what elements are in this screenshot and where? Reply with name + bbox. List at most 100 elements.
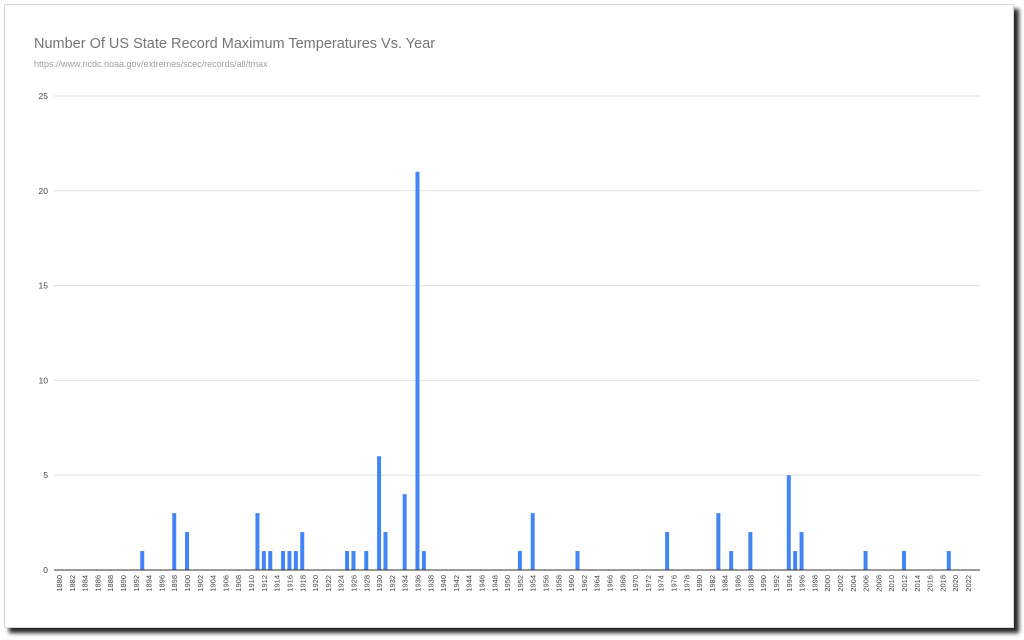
x-tick-label: 1944	[465, 575, 474, 592]
x-tick-label: 1912	[260, 575, 269, 592]
x-tick-label: 1908	[234, 575, 243, 592]
bar	[793, 551, 798, 570]
x-tick-label: 1958	[554, 575, 563, 592]
x-tick-label: 1924	[337, 575, 346, 592]
x-tick-label: 1942	[452, 575, 461, 592]
bar	[140, 551, 145, 570]
bar	[901, 551, 906, 570]
x-tick-label: 1976	[670, 575, 679, 592]
x-tick-label: 1988	[746, 575, 755, 592]
x-tick-label: 2010	[887, 575, 896, 592]
x-tick-label: 1894	[145, 575, 154, 592]
x-tick-label: 1920	[311, 575, 320, 592]
y-tick-label: 5	[43, 470, 48, 480]
bar	[863, 551, 868, 570]
x-tick-label: 1928	[362, 575, 371, 592]
x-tick-label: 1890	[119, 575, 128, 592]
y-tick-label: 20	[39, 186, 49, 196]
x-tick-label: 2000	[823, 575, 832, 592]
x-tick-label: 1998	[810, 575, 819, 592]
x-tick-label: 1966	[606, 575, 615, 592]
x-tick-label: 1886	[93, 575, 102, 592]
x-tick-label: 1918	[298, 575, 307, 592]
bar	[729, 551, 734, 570]
x-tick-label: 1910	[247, 575, 256, 592]
x-tick-label: 2002	[836, 575, 845, 592]
x-tick-label: 2008	[874, 575, 883, 592]
x-tick-label: 1970	[631, 575, 640, 592]
bar	[268, 551, 273, 570]
x-tick-label: 1932	[388, 575, 397, 592]
bar	[421, 551, 426, 570]
bar	[665, 532, 670, 570]
x-tick-label: 1940	[439, 575, 448, 592]
x-tick-label: 1892	[132, 575, 141, 592]
x-tick-label: 2022	[964, 575, 973, 592]
bar	[281, 551, 286, 570]
x-tick-label: 1952	[516, 575, 525, 592]
x-tick-label: 1898	[170, 575, 179, 592]
x-tick-label: 2018	[938, 575, 947, 592]
x-tick-label: 1992	[772, 575, 781, 592]
x-tick-label: 1880	[55, 575, 64, 592]
bar	[402, 494, 407, 570]
x-tick-label: 1980	[695, 575, 704, 592]
x-tick-label: 1930	[375, 575, 384, 592]
x-tick-label: 1996	[798, 575, 807, 592]
bar	[351, 551, 356, 570]
x-tick-label: 2014	[913, 575, 922, 592]
y-tick-label: 10	[39, 375, 49, 385]
x-tick-label: 1994	[785, 575, 794, 592]
x-tick-label: 1906	[221, 575, 230, 592]
x-tick-label: 2004	[849, 575, 858, 592]
x-tick-label: 1948	[490, 575, 499, 592]
chart-subtitle: https://www.ncdc.noaa.gov/extremes/scec/…	[34, 59, 268, 69]
x-tick-label: 2020	[951, 575, 960, 592]
x-tick-label: 1986	[734, 575, 743, 592]
x-tick-label: 1936	[413, 575, 422, 592]
bar	[293, 551, 298, 570]
bar	[383, 532, 388, 570]
x-tick-label: 1964	[593, 575, 602, 592]
bar	[517, 551, 522, 570]
y-tick-label: 25	[39, 91, 49, 101]
bar	[172, 513, 177, 570]
y-tick-label: 0	[43, 565, 48, 575]
bar	[261, 551, 266, 570]
bar	[377, 456, 382, 570]
x-tick-label: 1888	[106, 575, 115, 592]
bar	[575, 551, 580, 570]
x-tick-label: 1934	[401, 575, 410, 592]
x-tick-label: 1984	[721, 575, 730, 592]
bar	[287, 551, 292, 570]
x-tick-label: 1946	[477, 575, 486, 592]
x-tick-label: 1884	[81, 575, 90, 592]
bar	[716, 513, 721, 570]
bar	[255, 513, 260, 570]
x-tick-label: 1968	[618, 575, 627, 592]
x-tick-label: 1982	[708, 575, 717, 592]
bar	[345, 551, 350, 570]
x-tick-label: 1882	[68, 575, 77, 592]
x-tick-label: 2012	[900, 575, 909, 592]
x-tick-label: 1938	[426, 575, 435, 592]
x-tick-label: 1990	[759, 575, 768, 592]
x-tick-label: 2016	[926, 575, 935, 592]
bar	[415, 171, 420, 570]
bar	[799, 532, 804, 570]
bar	[530, 513, 535, 570]
x-tick-label: 1974	[657, 575, 666, 592]
bar	[748, 532, 753, 570]
x-tick-label: 1900	[183, 575, 192, 592]
bar	[300, 532, 305, 570]
bar	[185, 532, 190, 570]
x-tick-label: 1902	[196, 575, 205, 592]
x-tick-label: 1972	[644, 575, 653, 592]
x-tick-label: 1926	[349, 575, 358, 592]
bar	[786, 475, 791, 570]
bar	[364, 551, 369, 570]
x-tick-label: 1916	[285, 575, 294, 592]
x-tick-label: 1978	[682, 575, 691, 592]
x-tick-label: 1896	[157, 575, 166, 592]
